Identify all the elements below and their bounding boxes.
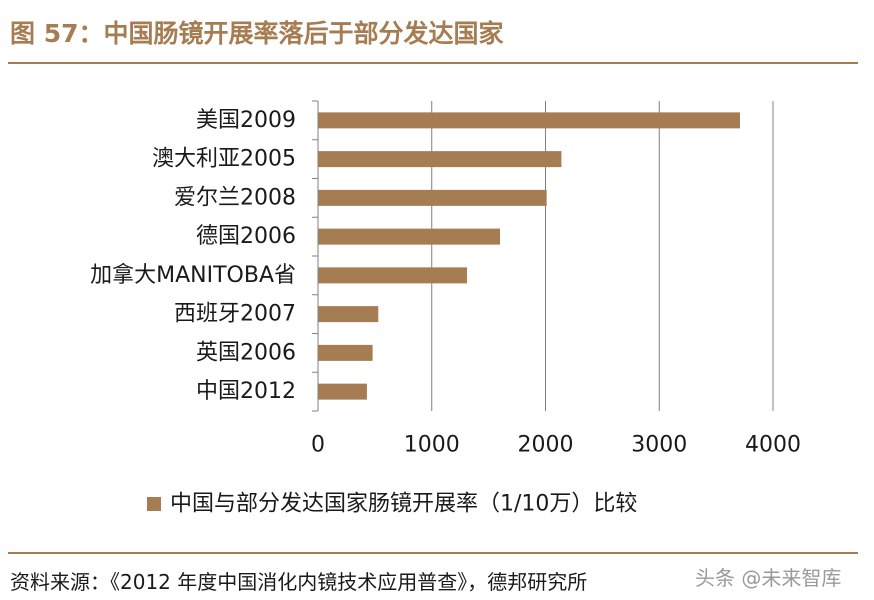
category-label: 英国2006 xyxy=(196,340,296,365)
category-label: 加拿大MANITOBA省 xyxy=(90,262,296,288)
category-label: 中国2012 xyxy=(196,379,296,404)
x-tick-label: 1000 xyxy=(404,433,460,458)
figure-title: 图 57：中国肠镜开展率落后于部分发达国家 xyxy=(10,19,504,48)
bar xyxy=(318,228,500,245)
category-label: 澳大利亚2005 xyxy=(152,147,296,172)
category-label: 德国2006 xyxy=(196,224,296,249)
bar xyxy=(318,344,373,361)
bar xyxy=(318,112,741,129)
category-label: 美国2009 xyxy=(196,108,296,133)
legend-swatch xyxy=(147,497,161,511)
legend-label: 中国与部分发达国家肠镜开展率（1/10万）比较 xyxy=(170,492,637,517)
bar xyxy=(318,383,367,400)
bar xyxy=(318,267,468,284)
bar xyxy=(318,306,379,323)
x-tick-label: 3000 xyxy=(631,433,687,458)
bar xyxy=(318,189,547,206)
watermark: 头条 @未来智库 xyxy=(695,566,842,590)
x-tick-label: 0 xyxy=(311,433,325,458)
category-label: 西班牙2007 xyxy=(174,302,296,327)
bar xyxy=(318,151,562,168)
category-label: 爱尔兰2008 xyxy=(174,185,296,210)
title-rule xyxy=(8,62,858,64)
source-note: 资料来源：《2012 年度中国消化内镜技术应用普查》，德邦研究所 xyxy=(10,570,588,594)
x-tick-label: 4000 xyxy=(745,433,801,458)
bar-chart: 美国2009 澳大利亚2005 爱尔兰2008 德国2006 加拿大MANITOBA省西… xyxy=(90,100,801,517)
source-rule xyxy=(8,552,858,554)
x-tick-label: 2000 xyxy=(518,433,574,458)
